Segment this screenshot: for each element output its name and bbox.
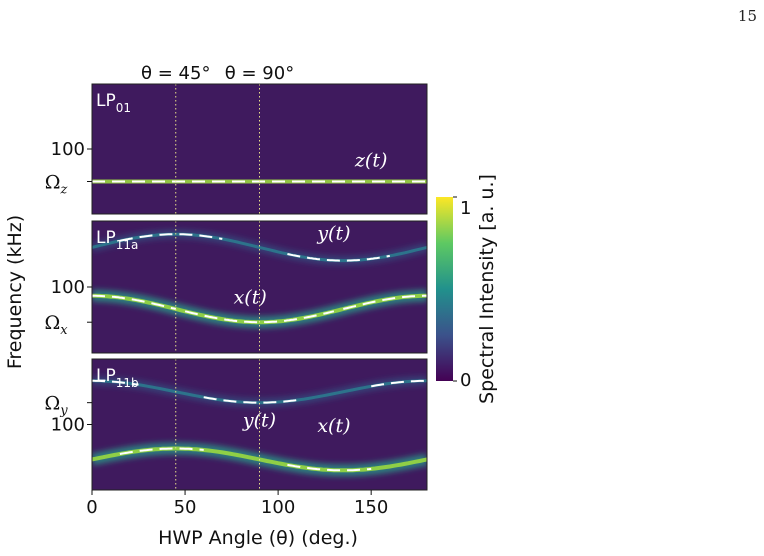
curve-label: z(t) [354, 149, 387, 171]
fit-curve-dashed [119, 447, 204, 455]
fit-curve-dashed [203, 396, 297, 404]
y-tick-label: 100 [51, 415, 85, 436]
marker-labels: θ = 45° θ = 90° [141, 63, 294, 84]
colorbar-gradient [436, 197, 453, 381]
curve-label: x(t) [234, 287, 267, 309]
x-tick-label: 150 [354, 497, 388, 518]
marker-label: θ = 45° [141, 63, 210, 84]
fit-curve-dashed [92, 294, 177, 310]
fit-curve-dashed [184, 310, 335, 324]
page-number: 15 [738, 7, 757, 25]
colorbar-max-label: 1 [460, 198, 471, 219]
y-tick-label: 100 [51, 139, 85, 160]
fit-curve-dashed [287, 463, 372, 472]
curve-label: y(t) [316, 223, 350, 245]
colorbar-min-label: 0 [460, 370, 471, 391]
colorbar: 1 0 Spectral Intensity [a. u.] [436, 174, 498, 404]
curve-label: x(t) [317, 415, 350, 437]
x-tick-label: 0 [86, 497, 97, 518]
x-axis: 0 50 100 150 [86, 490, 388, 518]
curve-label: y(t) [242, 410, 276, 432]
colorbar-title: Spectral Intensity [a. u.] [476, 174, 498, 404]
fit-curve-dashed [371, 379, 427, 388]
x-axis-title: HWP Angle (θ) (deg.) [158, 527, 358, 549]
fit-curve-dashed [343, 294, 427, 310]
omega-label: Ωx [44, 312, 68, 338]
x-tick-label: 50 [174, 497, 197, 518]
fit-curve-dashed [92, 379, 139, 386]
y-tick-label: 100 [51, 277, 85, 298]
marker-label: θ = 90° [225, 63, 294, 84]
fit-curve-dashed [287, 253, 390, 262]
y-axis-title: Frequency (kHz) [4, 215, 26, 369]
fit-curve-dashed [119, 233, 223, 242]
omega-label: Ωz [45, 172, 68, 198]
x-tick-label: 100 [261, 497, 295, 518]
